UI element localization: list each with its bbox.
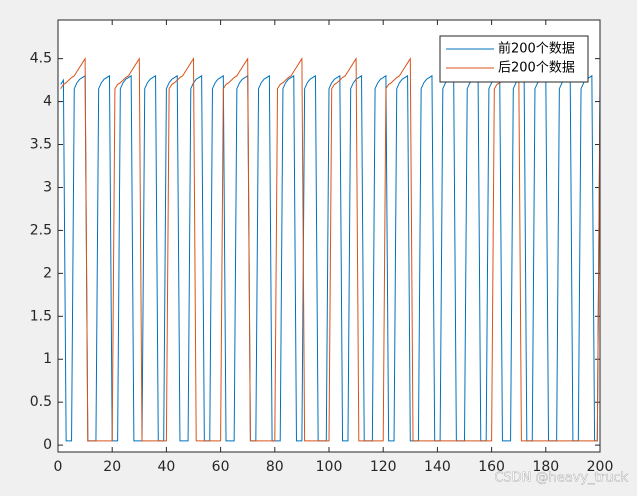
legend-label: 前200个数据 bbox=[498, 41, 575, 57]
y-tick-label: 4.5 bbox=[30, 51, 52, 67]
y-tick-label: 4 bbox=[43, 94, 52, 110]
x-tick-label: 40 bbox=[157, 459, 175, 475]
x-tick-label: 160 bbox=[478, 459, 505, 475]
y-tick-label: 0 bbox=[43, 437, 52, 453]
y-tick-label: 3.5 bbox=[30, 137, 52, 153]
y-tick-label: 2 bbox=[43, 265, 52, 281]
legend-box bbox=[439, 35, 589, 83]
x-tick-label: 60 bbox=[212, 459, 230, 475]
x-tick-label: 200 bbox=[587, 459, 614, 475]
y-tick-label: 1.5 bbox=[30, 308, 52, 324]
y-tick-label: 2.5 bbox=[30, 222, 52, 238]
watermark: CSDN @heavy_truck bbox=[494, 471, 628, 486]
series-line bbox=[60, 74, 601, 442]
x-tick-label: 0 bbox=[54, 459, 63, 475]
legend-label: 后200个数据 bbox=[498, 61, 575, 76]
x-tick-label: 120 bbox=[370, 459, 397, 475]
x-tick-label: 20 bbox=[103, 459, 121, 475]
x-tick-label: 80 bbox=[266, 459, 284, 475]
y-tick-label: 0.5 bbox=[30, 394, 52, 410]
x-tick-label: 140 bbox=[424, 459, 451, 475]
x-tick-label: 100 bbox=[316, 459, 343, 475]
axes-box bbox=[57, 19, 601, 453]
y-tick-label: 3 bbox=[43, 179, 52, 195]
x-tick-label: 180 bbox=[532, 459, 559, 475]
y-tick-label: 1 bbox=[43, 351, 52, 367]
